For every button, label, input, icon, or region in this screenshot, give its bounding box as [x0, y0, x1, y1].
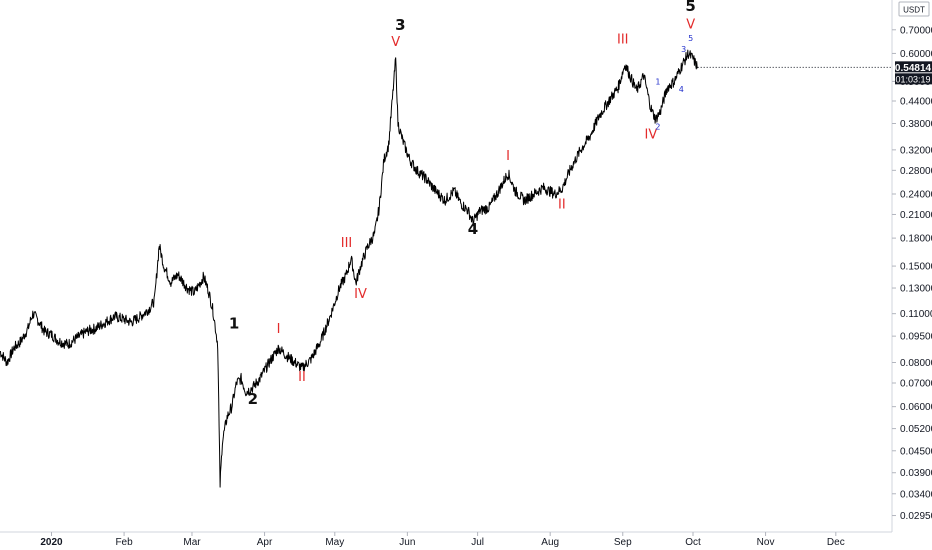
wave-label-roman: V	[686, 18, 695, 33]
y-tick-label: 0.70000	[900, 25, 932, 36]
currency-box[interactable]: USDT	[898, 1, 930, 17]
plot-background	[0, 0, 892, 532]
x-tick-label: Aug	[541, 537, 559, 548]
x-tick-label: May	[325, 537, 344, 548]
wave-label-roman: II	[558, 198, 566, 213]
wave-label-roman: II	[298, 370, 306, 385]
x-tick-label: Oct	[685, 537, 701, 548]
last-price-tag: 0.54814 01:03:19	[895, 61, 932, 85]
wave-label-minor: 4	[679, 85, 684, 94]
wave-label-minor: 5	[688, 34, 693, 43]
x-tick-label: Jul	[471, 537, 484, 548]
wave-label-minor: 2	[655, 123, 660, 132]
series-layer	[0, 49, 892, 488]
wave-label-minor: 1	[655, 77, 660, 86]
time-axis[interactable]: 2020 Feb Mar Apr May Jun Jul Aug Sep Oct Nov Dec	[40, 532, 845, 548]
bar-countdown: 01:03:19	[895, 74, 930, 84]
wave-label-roman: III	[341, 236, 353, 251]
x-tick-label: 2020	[40, 537, 63, 548]
x-tick-label: Feb	[115, 537, 133, 548]
x-tick-label: Nov	[757, 537, 775, 548]
currency-label: USDT	[903, 6, 925, 15]
y-tick-label: 0.11000	[900, 309, 932, 320]
wave-label-roman: IV	[354, 287, 367, 302]
wave-label-primary: 4	[468, 220, 478, 238]
wave-label-roman: V	[391, 35, 400, 50]
wave-label-roman: I	[277, 322, 281, 337]
x-tick-label: Mar	[183, 537, 201, 548]
wave-label-minor: 3	[681, 45, 686, 54]
wave-label-roman: I	[506, 149, 510, 164]
wave-label-primary: 1	[229, 314, 239, 332]
price-series-line	[0, 49, 699, 488]
wave-label-primary: 5	[685, 0, 695, 15]
x-tick-label: Sep	[614, 537, 632, 548]
wave-label-roman: IV	[644, 127, 657, 142]
last-price-value: 0.54814	[895, 63, 932, 74]
wave-label-roman: III	[617, 33, 629, 48]
wave-label-primary: 2	[248, 390, 258, 408]
x-tick-label: Dec	[827, 537, 845, 548]
wave-label-primary: 3	[395, 16, 405, 34]
x-tick-label: Jun	[399, 537, 415, 548]
x-tick-label: Apr	[257, 537, 273, 548]
